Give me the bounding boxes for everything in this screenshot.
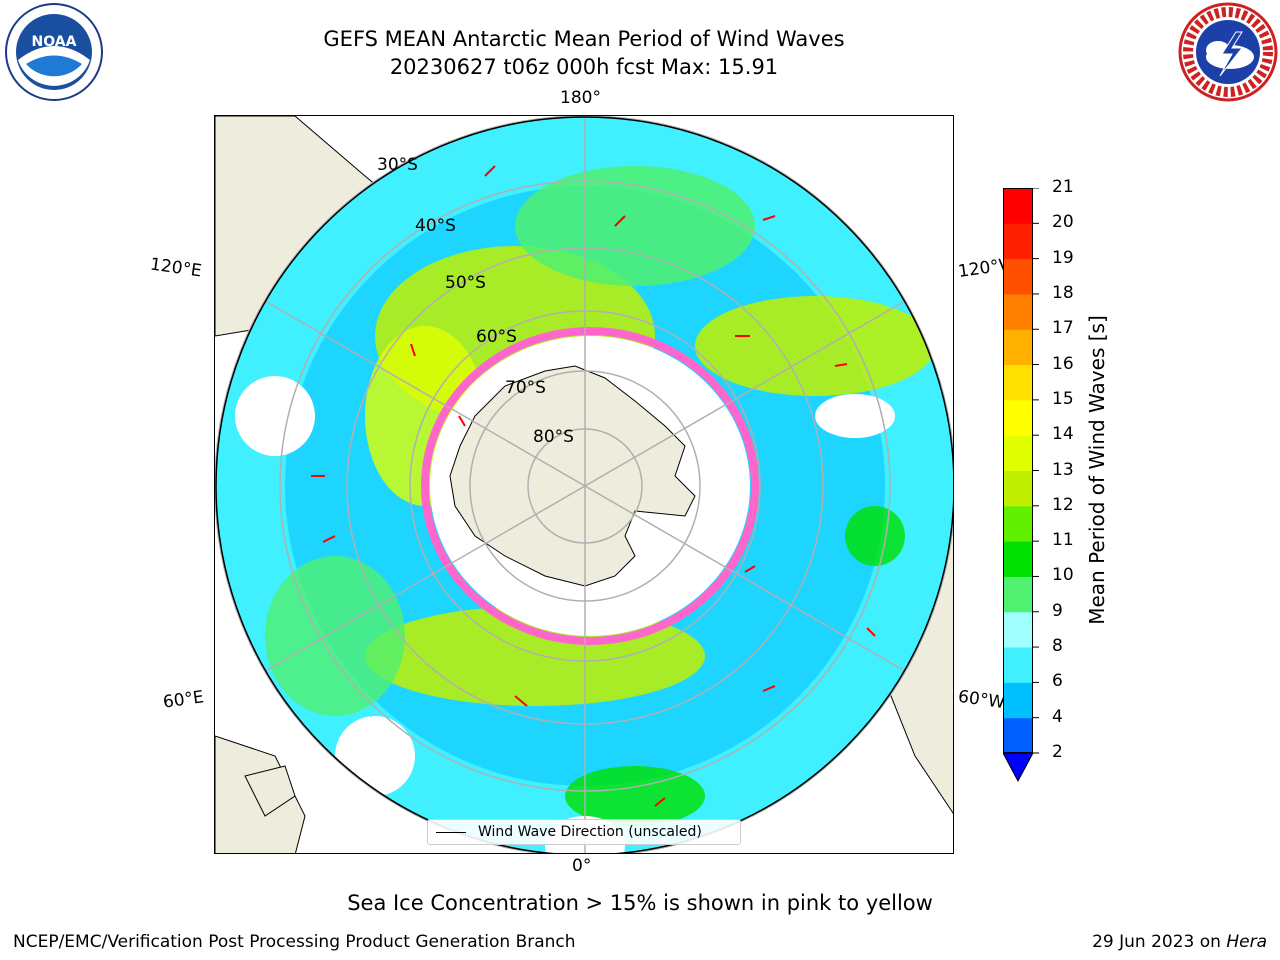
colorbar-tick-label: 2	[1052, 742, 1063, 762]
lat-label-50s: 50°S	[445, 273, 486, 293]
colorbar-tick-label: 13	[1052, 459, 1074, 480]
colorbar-tick-label: 18	[1052, 282, 1074, 303]
colorbar-tick-label: 14	[1052, 424, 1074, 445]
colorbar-tick-label: 8	[1052, 636, 1063, 657]
lon-label-60w: 60°W	[956, 686, 1007, 714]
lat-label-70s: 70°S	[505, 378, 546, 398]
colorbar-segment	[1003, 717, 1033, 754]
colorbar	[1003, 188, 1039, 783]
footer-date-text: 29 Jun 2023 on	[1092, 932, 1227, 952]
colorbar-tick-label: 10	[1052, 565, 1074, 586]
colorbar-segment	[1003, 435, 1033, 471]
land-madagascar	[244, 765, 296, 817]
map-legend: Wind Wave Direction (unscaled)	[427, 819, 741, 845]
colorbar-segment	[1003, 293, 1033, 330]
colorbar-tick-label: 17	[1052, 318, 1074, 339]
footer-host: Hera	[1226, 932, 1267, 952]
sea-ice-edge	[421, 327, 759, 645]
colorbar-frame	[1003, 188, 1033, 753]
lon-label-180: 180°	[560, 88, 601, 108]
lon-label-0: 0°	[572, 856, 592, 876]
colorbar-tick-label: 9	[1052, 600, 1063, 621]
lon-label-60e: 60°E	[161, 687, 206, 713]
colorbar-label: Mean Period of Wind Waves [s]	[1085, 315, 1109, 625]
chart-subtitle: 20230627 t06z 000h fcst Max: 15.91	[389, 55, 779, 79]
colorbar-segment	[1003, 470, 1033, 507]
colorbar-segment	[1003, 399, 1033, 436]
lat-label-40s: 40°S	[415, 216, 456, 236]
colorbar-segment	[1003, 576, 1033, 613]
lat-label-30s: 30°S	[377, 155, 418, 175]
colorbar-tick-label: 4	[1052, 706, 1063, 727]
map-boundary	[215, 116, 953, 853]
colorbar-segment	[1003, 329, 1033, 366]
colorbar-segment	[1003, 611, 1033, 648]
lon-label-120e: 120°E	[148, 254, 203, 282]
colorbar-tick-label: 19	[1052, 247, 1074, 268]
colorbar-segment	[1003, 364, 1033, 401]
colorbar-tick-label: 6	[1052, 671, 1063, 692]
colorbar-segment	[1003, 541, 1033, 577]
colorbar-tick-label: 20	[1052, 212, 1074, 233]
map-panel: 30°S 40°S 50°S 60°S 70°S 80°S	[214, 115, 954, 854]
wind-wave-arrows	[311, 165, 876, 807]
legend-label: Wind Wave Direction (unscaled)	[478, 824, 702, 840]
national-weather-service-logo	[1178, 2, 1278, 102]
colorbar-segment	[1003, 505, 1033, 542]
chart-title: GEFS MEAN Antarctic Mean Period of Wind …	[323, 27, 845, 51]
land-antarctica	[449, 365, 696, 587]
graticule	[215, 116, 953, 853]
colorbar-tick-label: 16	[1052, 353, 1074, 374]
sea-ice-note: Sea Ice Concentration > 15% is shown in …	[347, 891, 933, 915]
map-svg: 30°S 40°S 50°S 60°S 70°S 80°S	[215, 116, 953, 853]
footer-date: 29 Jun 2023 on Hera	[1092, 932, 1267, 952]
lat-label-60s: 60°S	[476, 327, 517, 347]
colorbar-segment	[1003, 647, 1033, 683]
colorbar-tick-label: 21	[1052, 177, 1074, 197]
colorbar-tick-label: 12	[1052, 494, 1074, 515]
legend-line-swatch	[436, 832, 466, 833]
footer-credit: NCEP/EMC/Verification Post Processing Pr…	[13, 932, 576, 952]
colorbar-segment	[1003, 188, 1033, 224]
colorbar-under-arrow	[1003, 752, 1034, 783]
colorbar-tick-label: 15	[1052, 388, 1074, 409]
colorbar-segment	[1003, 223, 1033, 260]
colorbar-segment	[1003, 682, 1033, 719]
svg-text:NOAA: NOAA	[32, 34, 77, 50]
lat-label-80s: 80°S	[533, 427, 574, 447]
colorbar-segment	[1003, 258, 1033, 295]
colorbar-tick-label: 11	[1052, 530, 1074, 551]
noaa-logo: NOAA	[5, 3, 103, 101]
